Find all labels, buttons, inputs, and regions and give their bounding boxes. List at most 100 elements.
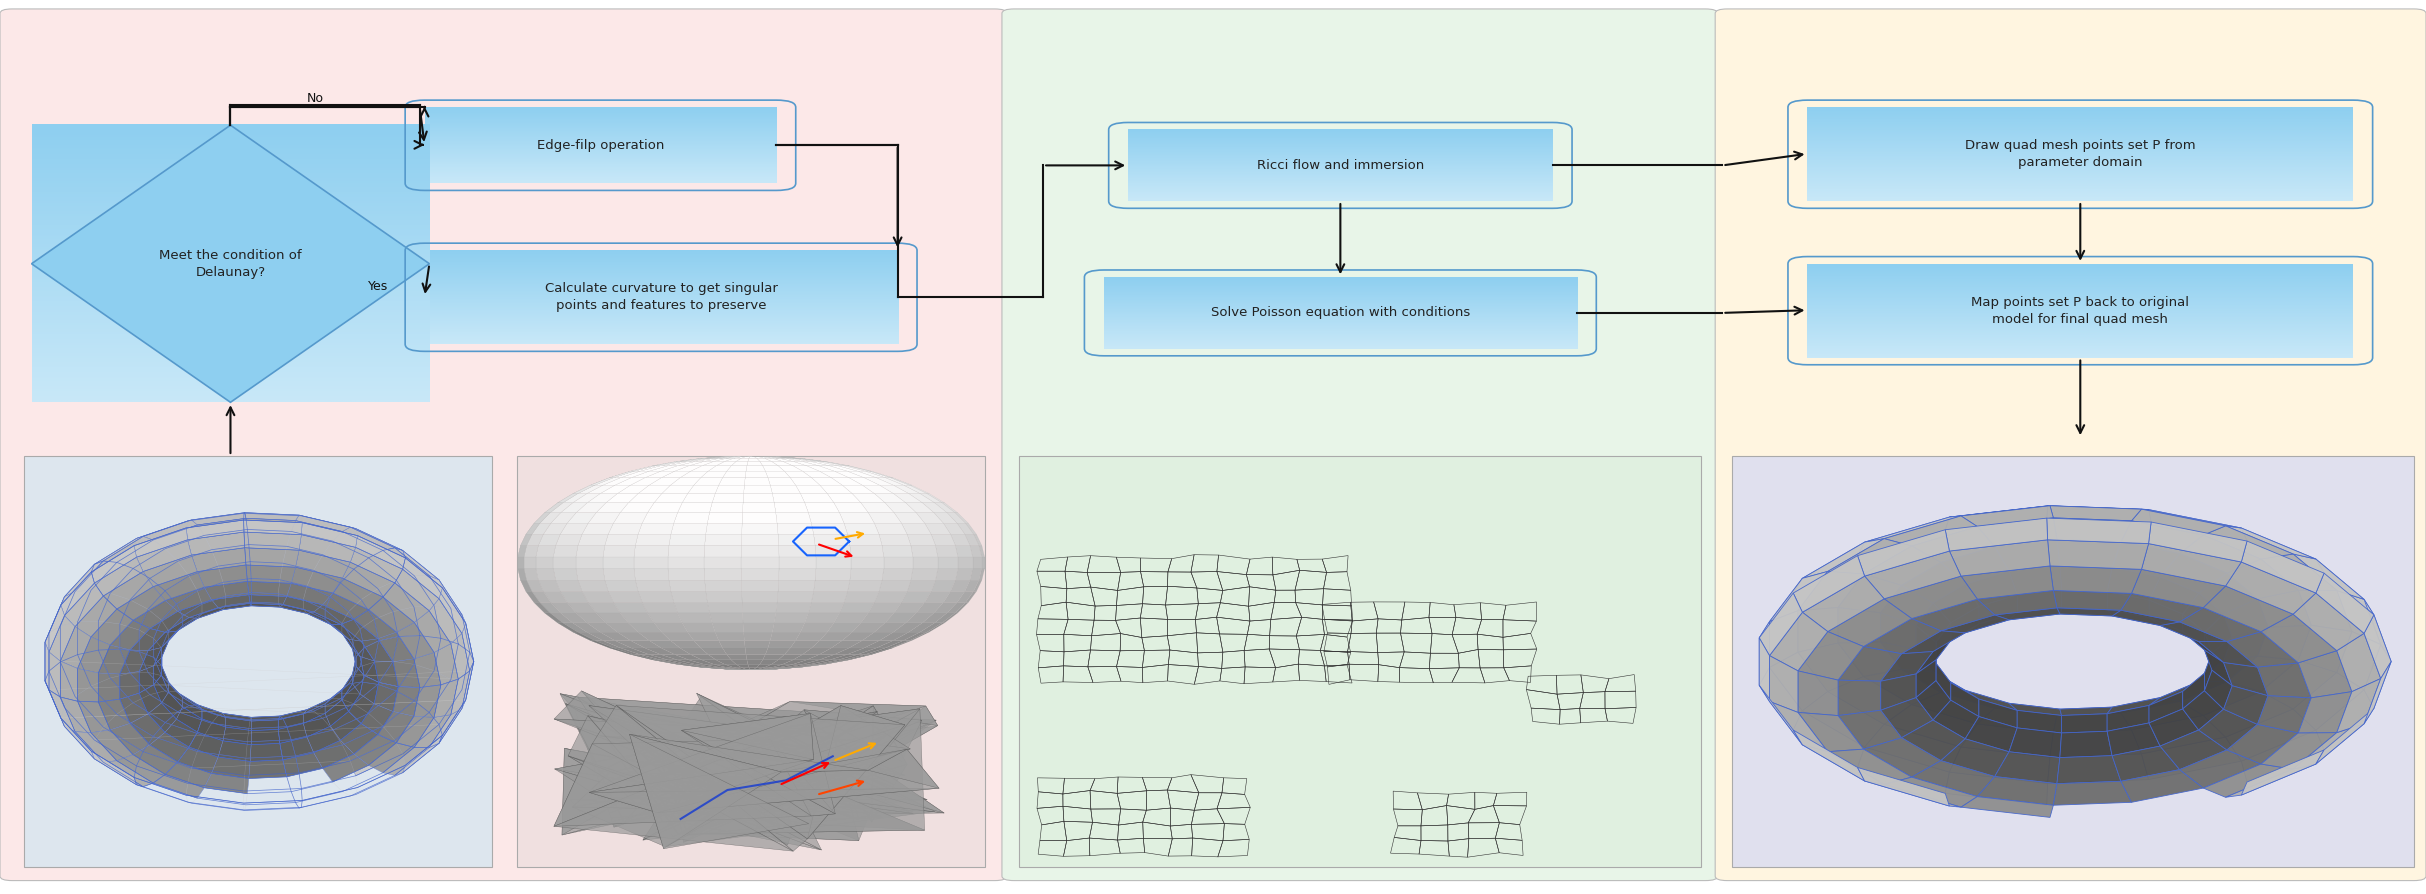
Polygon shape xyxy=(631,724,733,793)
Polygon shape xyxy=(197,519,247,536)
Polygon shape xyxy=(2259,625,2312,661)
Polygon shape xyxy=(136,520,192,538)
Polygon shape xyxy=(461,652,473,700)
Polygon shape xyxy=(791,664,818,667)
Polygon shape xyxy=(2050,730,2142,757)
Polygon shape xyxy=(672,592,708,603)
Polygon shape xyxy=(687,705,905,796)
Polygon shape xyxy=(815,545,852,557)
Polygon shape xyxy=(2225,526,2317,559)
Polygon shape xyxy=(970,569,983,580)
Polygon shape xyxy=(655,709,919,762)
Polygon shape xyxy=(1980,699,2016,728)
Polygon shape xyxy=(138,666,153,693)
Polygon shape xyxy=(609,728,944,813)
Polygon shape xyxy=(177,747,218,773)
Polygon shape xyxy=(759,761,859,782)
Polygon shape xyxy=(667,793,796,830)
Polygon shape xyxy=(148,703,177,732)
Polygon shape xyxy=(728,654,747,660)
Polygon shape xyxy=(910,493,934,502)
Polygon shape xyxy=(361,588,393,620)
Polygon shape xyxy=(648,613,682,623)
Polygon shape xyxy=(573,493,599,502)
Polygon shape xyxy=(250,603,284,607)
Polygon shape xyxy=(395,569,439,611)
FancyBboxPatch shape xyxy=(0,9,1007,881)
Polygon shape xyxy=(677,502,713,513)
Polygon shape xyxy=(393,636,420,664)
Polygon shape xyxy=(798,459,825,461)
Polygon shape xyxy=(762,466,784,471)
Polygon shape xyxy=(803,660,830,664)
Polygon shape xyxy=(604,557,633,569)
Polygon shape xyxy=(650,640,679,648)
Polygon shape xyxy=(791,459,818,461)
Polygon shape xyxy=(369,551,415,580)
Polygon shape xyxy=(296,515,349,532)
Polygon shape xyxy=(131,578,165,609)
Polygon shape xyxy=(517,557,524,569)
Polygon shape xyxy=(325,620,349,639)
Polygon shape xyxy=(599,797,927,816)
Polygon shape xyxy=(757,459,771,461)
Polygon shape xyxy=(742,557,779,569)
Polygon shape xyxy=(640,654,667,660)
Polygon shape xyxy=(286,531,332,554)
Polygon shape xyxy=(211,715,250,729)
Polygon shape xyxy=(653,660,677,664)
Polygon shape xyxy=(847,648,876,654)
Polygon shape xyxy=(745,632,771,640)
Polygon shape xyxy=(573,771,793,847)
Polygon shape xyxy=(524,557,536,569)
Text: Meet the condition of
Delaunay?: Meet the condition of Delaunay? xyxy=(160,249,301,279)
Polygon shape xyxy=(325,610,342,633)
Polygon shape xyxy=(941,613,958,623)
Polygon shape xyxy=(582,691,859,820)
Polygon shape xyxy=(616,705,808,851)
Polygon shape xyxy=(349,639,374,661)
Polygon shape xyxy=(2227,559,2297,599)
Polygon shape xyxy=(78,650,109,686)
Polygon shape xyxy=(917,603,944,613)
Polygon shape xyxy=(847,466,871,471)
Polygon shape xyxy=(197,719,226,741)
Polygon shape xyxy=(2052,713,2132,733)
Polygon shape xyxy=(934,502,956,513)
Polygon shape xyxy=(543,592,568,603)
Polygon shape xyxy=(303,713,330,737)
Polygon shape xyxy=(764,664,784,667)
Polygon shape xyxy=(354,610,395,638)
Polygon shape xyxy=(153,722,204,752)
Polygon shape xyxy=(2052,590,2132,611)
Polygon shape xyxy=(1759,668,1803,730)
Polygon shape xyxy=(813,640,842,648)
Polygon shape xyxy=(820,632,852,640)
Polygon shape xyxy=(301,516,357,536)
Polygon shape xyxy=(934,613,956,623)
Polygon shape xyxy=(869,603,902,613)
Polygon shape xyxy=(2062,713,2108,733)
Polygon shape xyxy=(590,760,813,813)
Polygon shape xyxy=(565,704,655,772)
Polygon shape xyxy=(825,461,849,466)
Polygon shape xyxy=(861,613,895,623)
Polygon shape xyxy=(602,477,631,485)
Polygon shape xyxy=(46,605,66,652)
Polygon shape xyxy=(662,648,691,654)
Polygon shape xyxy=(677,664,701,667)
Polygon shape xyxy=(369,597,415,632)
Polygon shape xyxy=(885,613,917,623)
Polygon shape xyxy=(691,466,716,471)
Polygon shape xyxy=(415,611,451,653)
Polygon shape xyxy=(742,523,779,535)
Polygon shape xyxy=(791,702,939,726)
Polygon shape xyxy=(645,728,944,813)
Polygon shape xyxy=(784,660,808,664)
Polygon shape xyxy=(704,569,742,580)
Polygon shape xyxy=(2016,590,2062,612)
Polygon shape xyxy=(769,457,791,459)
Polygon shape xyxy=(61,708,95,751)
Polygon shape xyxy=(556,712,878,782)
Polygon shape xyxy=(1951,506,2050,517)
